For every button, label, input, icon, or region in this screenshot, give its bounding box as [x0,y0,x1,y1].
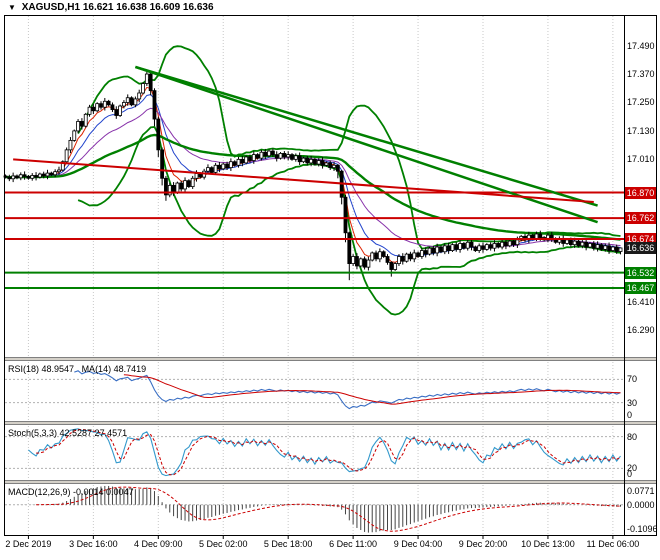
price-label: 17.250 [627,97,655,108]
trend-lines [13,65,598,224]
rsi-zero-label: 0 [627,410,633,420]
price-level-box: 16.762 [625,212,656,225]
time-label: 5 Dec 18:00 [263,539,313,549]
ohlc-readout: 16.621 16.638 16.609 16.636 [82,2,214,13]
stoch-level-label: 20 [627,463,638,474]
time-label: 3 Dec 16:00 [69,539,118,549]
price-level-box: 16.636 [625,241,656,254]
level-lines [5,191,624,289]
chart-header: ▼ XAGUSD,H1 16.621 16.638 16.609 16.636 [8,2,214,13]
macd-min-label: -0.1096 [627,524,658,534]
time-label: 4 Dec 09:00 [134,539,183,549]
rsi-label: RSI(18) 48.9547 [8,364,75,374]
time-label: 10 Dec 13:00 [521,539,575,549]
price-label: 17.490 [627,40,655,51]
rsi-level-label: 30 [627,397,638,408]
price-level-box: 16.467 [625,282,656,294]
symbol-dropdown-icon[interactable]: ▼ [8,3,16,12]
rsi-panel-label: RSI(18) 48.9547 MA(14) 48.7419 [8,364,146,374]
panel-separators[interactable] [4,357,657,484]
rsi-level-label: 70 [627,374,638,385]
price-label: 17.370 [627,69,655,80]
time-label: 9 Dec 04:00 [393,539,443,549]
price-label: 17.010 [627,154,655,165]
macd-zero-label: 0.0000 [627,499,655,510]
time-label: 9 Dec 20:00 [458,539,508,549]
time-label: 6 Dec 11:00 [329,539,378,549]
price-label: 17.130 [627,125,655,136]
macd-panel-label: MACD(12,26,9) -0.0014 0.0047 [8,487,134,497]
chart-frame [4,15,657,536]
macd-max-label: 0.0771 [627,486,655,496]
stoch-label: Stoch(5,3,3) 42.5287 27.4571 [8,428,128,438]
stoch-panel-label: Stoch(5,3,3) 42.5287 27.4571 [8,428,127,438]
stoch-plot [5,428,624,477]
macd-label: MACD(12,26,9) -0.0014 0.0047 [8,487,134,497]
gridlines [27,16,614,534]
time-label: 5 Dec 02:00 [198,539,248,549]
price-label: 16.410 [627,296,655,307]
symbol-title: XAGUSD,H1 [21,2,81,13]
macd-plot [5,485,624,533]
rsi-plot [5,370,624,410]
price-level-box: 16.532 [625,266,656,279]
time-label: 2 Dec 2019 [5,539,52,549]
time-ticks [27,536,614,539]
price-label: 16.290 [627,324,655,335]
stoch-level-label: 80 [627,431,638,442]
time-label: 11 Dec 06:00 [586,539,640,549]
candlesticks [3,70,623,281]
price-level-box: 16.870 [625,186,656,199]
rsi-ma-label: MA(14) 48.7419 [81,364,147,374]
stoch-zero-label: 0 [627,469,633,479]
